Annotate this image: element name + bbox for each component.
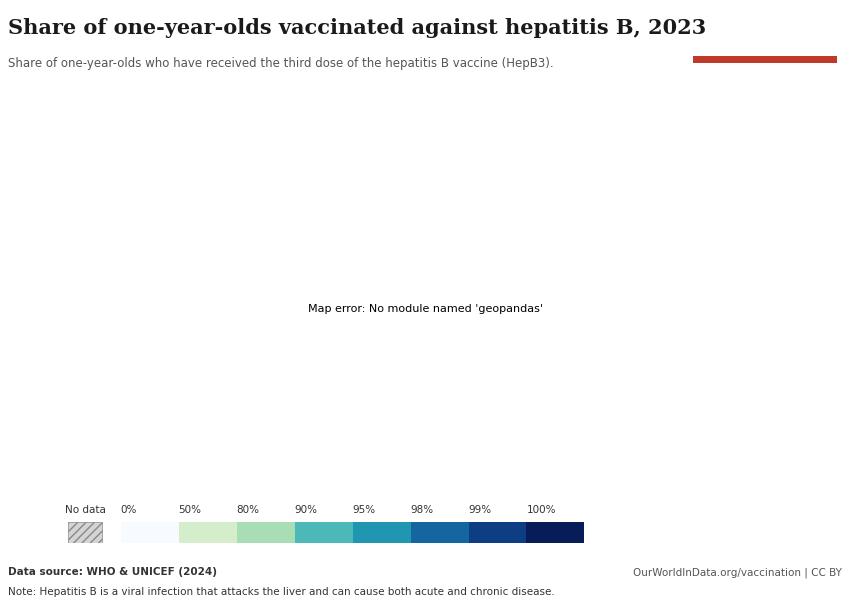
Text: OurWorldInData.org/vaccination | CC BY: OurWorldInData.org/vaccination | CC BY xyxy=(632,567,842,577)
Text: 50%: 50% xyxy=(178,505,201,515)
Bar xyxy=(411,521,468,543)
Bar xyxy=(68,521,102,543)
Text: 95%: 95% xyxy=(353,505,376,515)
Text: Note: Hepatitis B is a viral infection that attacks the liver and can cause both: Note: Hepatitis B is a viral infection t… xyxy=(8,587,555,597)
Text: 100%: 100% xyxy=(526,505,556,515)
Text: Our World: Our World xyxy=(735,21,795,31)
Text: Share of one-year-olds who have received the third dose of the hepatitis B vacci: Share of one-year-olds who have received… xyxy=(8,57,554,70)
Bar xyxy=(526,521,585,543)
Text: 80%: 80% xyxy=(236,505,259,515)
Text: Map error: No module named 'geopandas': Map error: No module named 'geopandas' xyxy=(308,304,542,314)
Bar xyxy=(693,56,837,63)
Text: in Data: in Data xyxy=(744,37,786,47)
Bar xyxy=(236,521,295,543)
Bar xyxy=(295,521,353,543)
Text: 90%: 90% xyxy=(295,505,318,515)
Text: 0%: 0% xyxy=(121,505,137,515)
Text: 99%: 99% xyxy=(468,505,491,515)
Text: Share of one-year-olds vaccinated against hepatitis B, 2023: Share of one-year-olds vaccinated agains… xyxy=(8,18,706,38)
Text: No data: No data xyxy=(65,505,106,515)
Text: 98%: 98% xyxy=(411,505,434,515)
Bar xyxy=(121,521,178,543)
Text: Data source: WHO & UNICEF (2024): Data source: WHO & UNICEF (2024) xyxy=(8,567,218,577)
Bar xyxy=(468,521,526,543)
Bar xyxy=(353,521,411,543)
Bar xyxy=(178,521,236,543)
